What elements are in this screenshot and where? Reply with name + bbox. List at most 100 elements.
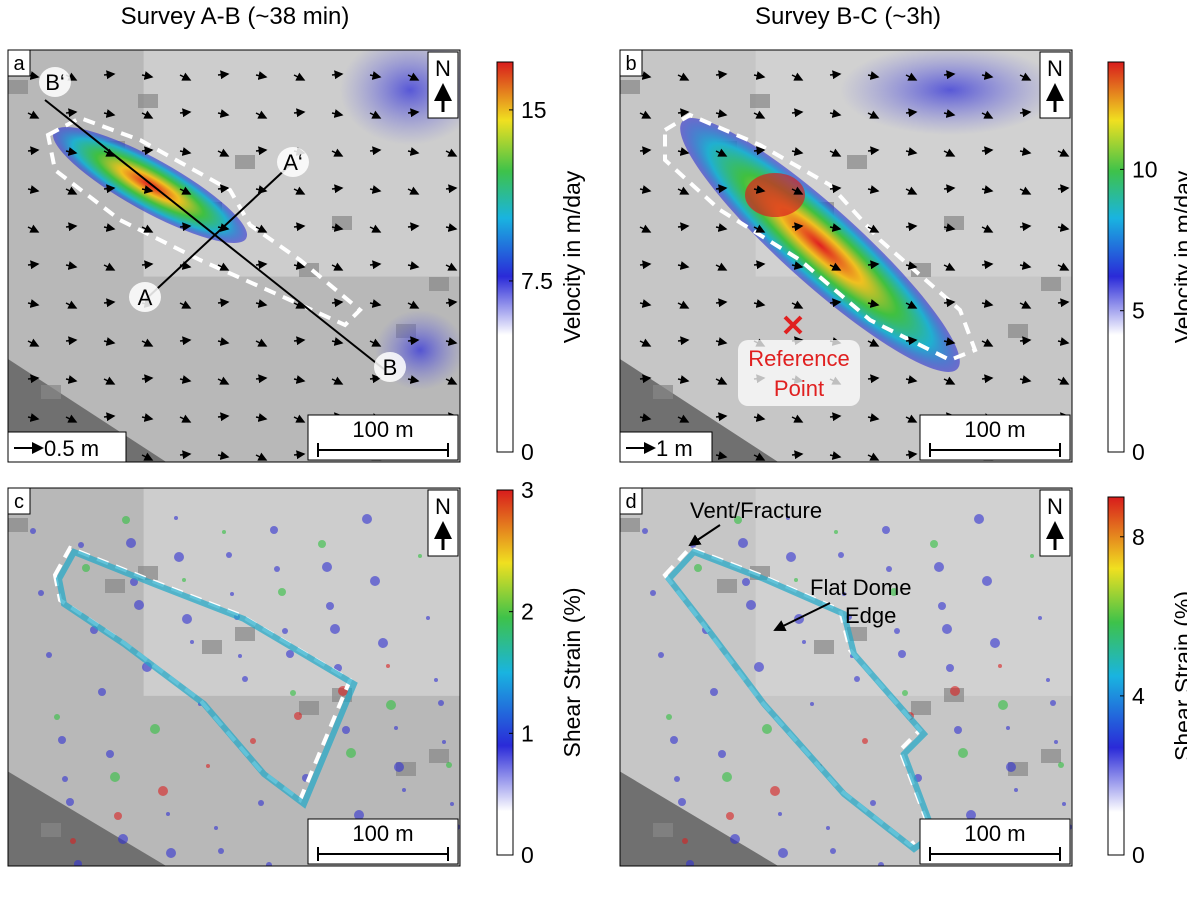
strain-speck bbox=[786, 552, 796, 562]
map-gap bbox=[717, 579, 737, 593]
displacement-vector bbox=[142, 264, 152, 265]
colorbar-title: Velocity in m/day bbox=[1170, 170, 1187, 343]
displacement-vector bbox=[218, 302, 228, 303]
displacement-vector bbox=[104, 188, 114, 189]
displacement-vector bbox=[944, 188, 954, 189]
strain-speck bbox=[958, 748, 968, 758]
strain-speck bbox=[1006, 762, 1016, 772]
north-label: N bbox=[1047, 494, 1063, 519]
strain-speck bbox=[950, 686, 960, 696]
strain-speck bbox=[342, 726, 350, 734]
strain-speck bbox=[270, 526, 278, 534]
map-gap bbox=[429, 749, 449, 763]
displacement-vector bbox=[180, 454, 190, 455]
strain-speck bbox=[1054, 740, 1058, 744]
displacement-vector bbox=[1020, 112, 1030, 113]
strain-speck bbox=[930, 540, 938, 548]
strain-speck bbox=[1050, 700, 1056, 706]
strain-speck bbox=[438, 700, 444, 706]
displacement-vector bbox=[294, 454, 304, 455]
map-gap bbox=[235, 155, 255, 169]
vector-scale-label: 1 m bbox=[656, 436, 693, 461]
strain-speck bbox=[1030, 554, 1034, 558]
north-label: N bbox=[435, 56, 451, 81]
strain-speck bbox=[238, 654, 242, 658]
strain-speck bbox=[938, 602, 946, 610]
map-gap bbox=[202, 640, 222, 654]
map-gap bbox=[299, 701, 319, 715]
colorbar-tick-label: 15 bbox=[521, 97, 547, 123]
map-gap bbox=[750, 94, 770, 108]
displacement-vector bbox=[370, 150, 380, 151]
displacement-vector bbox=[906, 340, 916, 341]
colorbar-tick-label: 3 bbox=[521, 477, 534, 503]
panel-label: c bbox=[14, 491, 24, 513]
strain-speck bbox=[266, 862, 272, 868]
strain-speck bbox=[182, 614, 192, 624]
strain-speck bbox=[754, 662, 764, 672]
strain-speck bbox=[694, 564, 702, 572]
strain-speck bbox=[434, 678, 438, 682]
strain-speck bbox=[834, 530, 838, 534]
displacement-vector bbox=[332, 188, 342, 189]
strain-speck bbox=[150, 724, 160, 734]
strain-speck bbox=[98, 688, 106, 696]
map-gap bbox=[235, 627, 255, 641]
strain-speck bbox=[442, 740, 446, 744]
strain-speck bbox=[802, 640, 806, 644]
strain-speck bbox=[742, 578, 750, 586]
strain-speck bbox=[114, 812, 122, 820]
strain-speck bbox=[678, 798, 686, 806]
north-label: N bbox=[435, 494, 451, 519]
blue-area bbox=[840, 45, 1060, 135]
map-panel bbox=[8, 488, 460, 868]
displacement-vector bbox=[218, 188, 228, 189]
colorbar-tick-label: 10 bbox=[1132, 156, 1158, 182]
colorbar-title: Velocity in m/day bbox=[559, 170, 585, 343]
displacement-vector bbox=[640, 150, 650, 151]
strain-speck bbox=[74, 860, 82, 868]
strain-speck bbox=[322, 562, 332, 572]
colorbar bbox=[497, 62, 513, 452]
displacement-vector bbox=[256, 264, 266, 265]
panel-label: a bbox=[13, 53, 25, 75]
displacement-vector bbox=[446, 188, 456, 189]
displacement-vector bbox=[944, 74, 954, 75]
strain-speck bbox=[106, 750, 114, 758]
colorbar-tick-label: 0 bbox=[1132, 439, 1145, 465]
map-gap bbox=[1041, 277, 1061, 291]
displacement-vector bbox=[408, 340, 418, 341]
annotation: Vent/Fracture bbox=[690, 498, 822, 523]
displacement-vector bbox=[1058, 188, 1068, 189]
strain-speck bbox=[854, 676, 860, 682]
strain-speck bbox=[778, 848, 788, 858]
strain-speck bbox=[218, 848, 224, 854]
colorbar-title: Shear Strain (%) bbox=[559, 587, 585, 757]
strain-speck bbox=[446, 762, 452, 768]
displacement-vector bbox=[332, 74, 342, 75]
displacement-vector bbox=[1058, 302, 1068, 303]
strain-speck bbox=[1014, 788, 1018, 792]
strain-speck bbox=[746, 600, 756, 610]
strain-speck bbox=[122, 516, 130, 524]
strain-speck bbox=[294, 712, 302, 720]
strain-speck bbox=[346, 748, 356, 758]
colorbar-tick-label: 1 bbox=[521, 720, 534, 746]
map-gap bbox=[8, 518, 28, 532]
colorbar-tick-label: 8 bbox=[1132, 524, 1145, 550]
strain-speck bbox=[722, 772, 732, 782]
displacement-vector bbox=[142, 378, 152, 379]
colorbar-tick-label: 0 bbox=[521, 842, 534, 868]
displacement-vector bbox=[446, 302, 456, 303]
displacement-vector bbox=[66, 340, 76, 341]
strain-speck bbox=[166, 848, 176, 858]
strain-speck bbox=[982, 576, 992, 586]
map-gap bbox=[41, 823, 61, 837]
scale-bar-label: 100 m bbox=[352, 417, 413, 442]
displacement-vector bbox=[66, 226, 76, 227]
map-gap bbox=[41, 385, 61, 399]
annotation: Edge bbox=[845, 603, 896, 628]
displacement-vector bbox=[28, 264, 38, 265]
strain-speck bbox=[670, 736, 678, 744]
strain-speck bbox=[62, 776, 68, 782]
